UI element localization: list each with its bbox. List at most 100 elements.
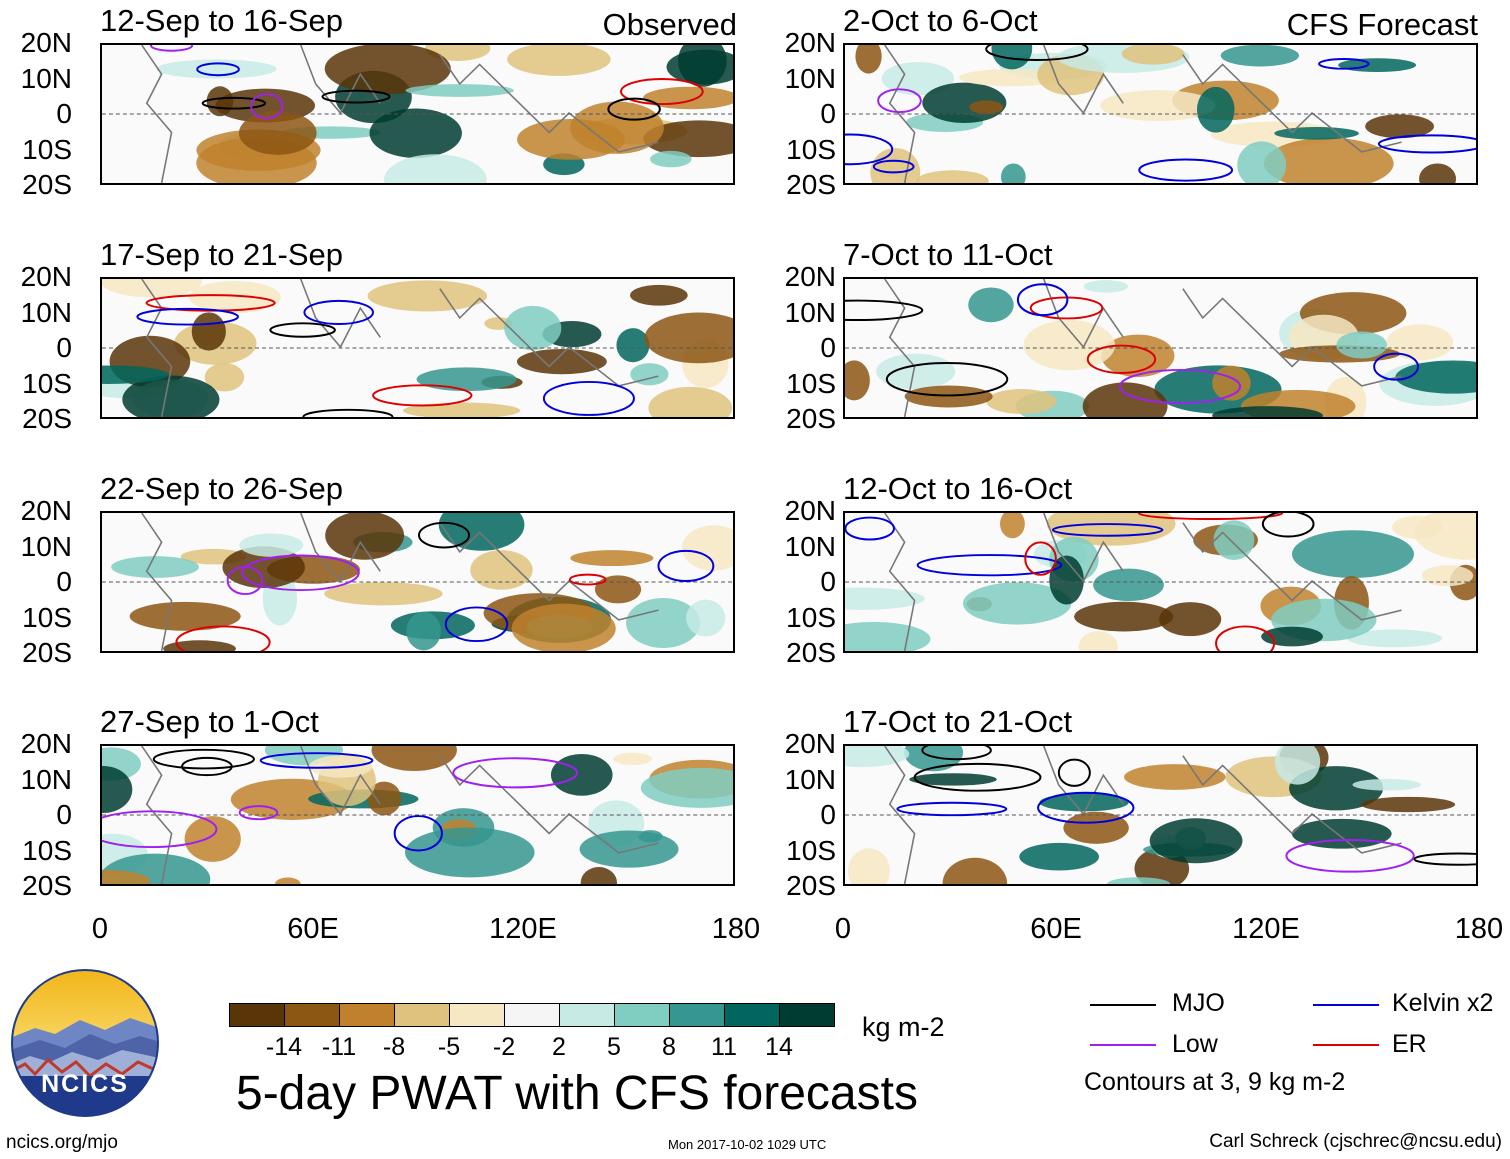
colorbar-tick-label: -5	[437, 1033, 461, 1061]
contour-low	[1118, 368, 1242, 404]
contour-er	[372, 384, 473, 407]
contour-low	[250, 93, 284, 120]
colorbar-swatch	[669, 1003, 725, 1027]
anomaly-blob	[644, 312, 733, 364]
contour-kelvin-x2	[657, 549, 715, 582]
lat-tick-label: 10N	[784, 296, 836, 328]
anomaly-blob	[1159, 602, 1222, 637]
anomaly-blob	[630, 363, 669, 386]
anomaly-blob	[626, 598, 701, 648]
anomaly-blob	[1083, 280, 1128, 293]
lat-tick-label: 10S	[786, 834, 836, 866]
anomaly-blob	[1196, 86, 1235, 133]
lon-tick-label: 180	[1454, 913, 1504, 945]
anomaly-blob	[1274, 746, 1321, 785]
anomaly-blob	[594, 575, 642, 604]
contour-mjo	[321, 89, 391, 104]
colorbar-tick-label: 2	[552, 1033, 566, 1061]
anomaly-blob	[163, 640, 236, 651]
map-panel	[843, 43, 1478, 185]
colorbar-tick-label: -2	[492, 1033, 516, 1061]
anomaly-blob	[916, 170, 989, 183]
colorbar-units: kg m-2	[862, 1012, 945, 1042]
colorbar-swatch	[339, 1003, 395, 1027]
lat-tick-label: 20N	[784, 495, 836, 526]
contour-kelvin-x2	[1016, 283, 1069, 317]
map-panel	[100, 43, 735, 185]
anomaly-blob	[613, 752, 652, 766]
lat-tick-label: 10S	[22, 601, 72, 633]
anomaly-blob	[580, 866, 618, 884]
contour-mjo	[985, 45, 1089, 61]
anomaly-blob	[1000, 513, 1025, 539]
lat-tick-label: 0	[56, 566, 72, 597]
anomaly-blob	[405, 84, 514, 97]
anomaly-blob	[384, 154, 487, 183]
footer-url[interactable]: ncics.org/mjo	[6, 1132, 118, 1153]
anomaly-blob	[881, 62, 955, 96]
lat-tick-label: 10N	[20, 296, 72, 328]
contour-mjo	[181, 756, 233, 777]
contour-kelvin-x2	[1377, 134, 1476, 154]
lat-tick-label: 20S	[22, 637, 72, 668]
anomaly-blob	[102, 279, 202, 298]
anomaly-blob	[204, 363, 245, 392]
anomaly-blob	[1019, 842, 1099, 871]
contour-er	[1137, 513, 1284, 520]
anomaly-blob	[1100, 90, 1216, 121]
panel-source-tag: CFS Forecast	[1286, 7, 1478, 42]
anomaly-blob	[909, 773, 997, 786]
anomaly-blob	[648, 386, 733, 417]
anomaly-blob	[1336, 331, 1388, 359]
lat-tick-label: 10N	[20, 530, 72, 562]
anomaly-blob	[1419, 163, 1457, 183]
contour-mjo	[1057, 758, 1091, 787]
contour-kelvin-x2	[916, 554, 1063, 577]
anomaly-blob	[1386, 324, 1454, 361]
anomaly-blob	[845, 621, 931, 651]
lat-tick-label: 0	[820, 799, 836, 830]
contour-mjo	[921, 746, 992, 761]
anomaly-blob	[416, 367, 517, 392]
contour-mjo	[417, 521, 471, 549]
lon-tick-label: 0	[91, 913, 109, 945]
anomaly-blob	[1001, 163, 1026, 183]
anomaly-blob	[102, 869, 151, 884]
anomaly-blob	[847, 848, 890, 884]
colorbar-swatch	[229, 1003, 285, 1027]
panel-title: 2-Oct to 6-Oct	[843, 3, 1038, 38]
contour-mjo	[1413, 852, 1476, 866]
anomaly-blob	[1360, 796, 1456, 813]
lat-tick-label: 10S	[22, 133, 72, 165]
legend-swatch-er	[1313, 1044, 1379, 1046]
lat-tick-label: 10S	[22, 367, 72, 399]
contour-kelvin-x2	[872, 159, 915, 174]
legend-label-low: Low	[1172, 1030, 1218, 1058]
colorbar-tick-label: 14	[765, 1033, 793, 1061]
lat-tick-label: 20N	[784, 27, 836, 58]
contour-mjo	[885, 361, 1009, 397]
contour-kelvin-x2	[303, 299, 374, 325]
contour-mjo	[201, 96, 267, 110]
contour-low	[238, 805, 279, 821]
anomaly-blob	[870, 148, 921, 183]
anomaly-blob	[1338, 58, 1417, 73]
contour-er	[175, 625, 271, 651]
lat-tick-label: 20S	[22, 870, 72, 901]
colorbar-tick-label: -11	[321, 1033, 357, 1061]
map-panel	[100, 744, 735, 886]
anomaly-blob	[1365, 114, 1434, 139]
anomaly-blob	[239, 533, 304, 557]
contour-kelvin-x2	[444, 606, 509, 643]
panel-title: 12-Sep to 16-Sep	[100, 3, 344, 38]
contour-kelvin-x2	[896, 801, 1008, 817]
lat-tick-label: 20S	[786, 403, 836, 434]
contour-mjo	[607, 97, 661, 121]
coastline	[884, 746, 1402, 884]
lat-tick-label: 0	[820, 332, 836, 363]
contour-mjo	[1261, 513, 1315, 538]
lat-tick-label: 20N	[784, 728, 836, 759]
anomaly-blob	[962, 582, 1072, 625]
anomaly-blob	[1237, 141, 1287, 183]
anomaly-blob	[1395, 360, 1476, 394]
